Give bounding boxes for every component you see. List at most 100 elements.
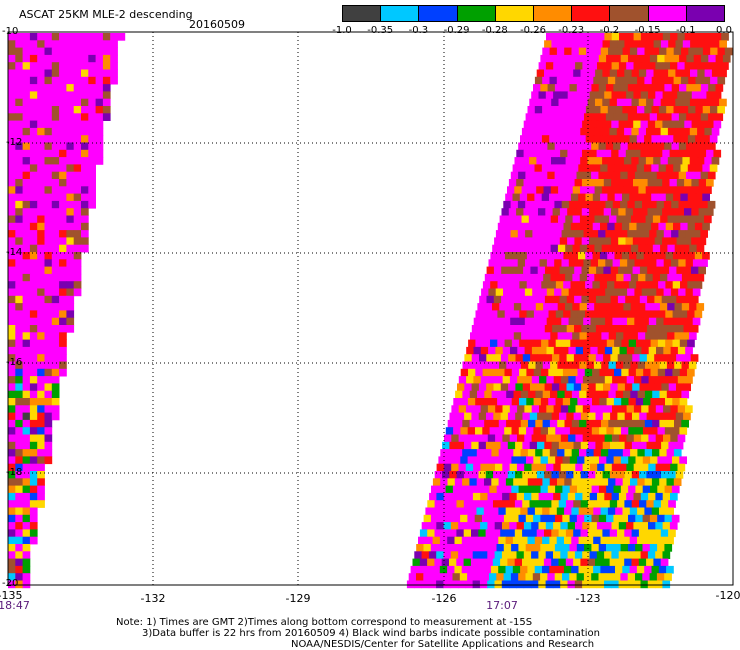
wind-cell xyxy=(51,69,60,78)
colorbar-tick-label: -0.29 xyxy=(443,25,470,36)
wind-cell xyxy=(549,419,558,428)
wind-cell xyxy=(649,544,658,552)
wind-cell xyxy=(22,522,31,530)
wind-cell xyxy=(644,47,653,56)
wind-cell xyxy=(557,244,566,253)
wind-cell xyxy=(22,127,31,136)
wind-cell xyxy=(44,383,53,392)
wind-cell xyxy=(465,492,474,501)
wind-cell xyxy=(596,266,604,275)
wind-cell xyxy=(480,346,489,355)
wind-cell xyxy=(44,405,53,413)
wind-cell xyxy=(29,536,38,545)
wind-cell xyxy=(29,507,38,516)
wind-cell xyxy=(44,376,53,384)
wind-cell xyxy=(469,449,478,457)
wind-cell xyxy=(640,237,648,246)
wind-cell xyxy=(582,580,590,589)
wind-cell xyxy=(569,456,578,465)
wind-cell xyxy=(611,33,620,41)
wind-cell xyxy=(22,434,31,443)
wind-cell xyxy=(634,376,642,384)
wind-cell xyxy=(15,288,23,297)
wind-cell xyxy=(51,281,60,289)
wind-cell xyxy=(510,171,519,180)
wind-cell xyxy=(488,317,496,326)
wind-cell xyxy=(22,288,31,297)
wind-cell xyxy=(677,33,686,41)
wind-cell xyxy=(449,500,457,508)
wind-cell xyxy=(704,69,713,78)
wind-cell xyxy=(669,522,678,530)
wind-cell xyxy=(622,565,630,574)
wind-cell xyxy=(95,84,104,92)
wind-cell xyxy=(471,500,479,508)
wind-cell xyxy=(679,368,688,377)
wind-cell xyxy=(15,383,23,392)
wind-cell xyxy=(706,33,715,41)
wind-cell xyxy=(675,441,684,450)
wind-cell xyxy=(472,580,481,589)
wind-cell xyxy=(525,485,534,494)
wind-cell xyxy=(8,368,16,377)
wind-cell xyxy=(452,485,461,494)
wind-cell xyxy=(664,573,672,581)
wind-cell xyxy=(547,485,556,494)
wind-cell xyxy=(636,222,645,231)
wind-cell xyxy=(722,54,731,63)
wind-cell xyxy=(522,441,531,450)
wind-cell xyxy=(88,69,96,78)
wind-cell xyxy=(559,354,567,362)
wind-cell xyxy=(491,449,500,457)
wind-cell xyxy=(627,142,636,151)
wind-cell xyxy=(66,237,75,246)
wind-cell xyxy=(625,295,633,304)
wind-cell xyxy=(633,580,641,589)
wind-cell xyxy=(37,252,45,260)
wind-cell xyxy=(59,106,67,114)
wind-cell xyxy=(29,500,38,508)
wind-cell xyxy=(110,54,118,63)
wind-cell xyxy=(543,98,552,107)
wind-cell xyxy=(495,434,503,443)
wind-cell xyxy=(44,164,53,173)
wind-cell xyxy=(508,266,517,275)
wind-cell xyxy=(621,222,630,231)
wind-cell xyxy=(515,295,524,304)
wind-cell xyxy=(8,91,16,100)
wind-cell xyxy=(622,106,631,114)
wind-cell xyxy=(15,412,23,421)
wind-cell xyxy=(710,106,718,114)
wind-cell xyxy=(597,405,606,413)
wind-cell xyxy=(59,135,67,143)
wind-cell xyxy=(628,427,636,435)
wind-cell xyxy=(545,266,553,275)
wind-cell xyxy=(547,113,556,121)
wind-cell xyxy=(22,171,31,180)
wind-cell xyxy=(661,471,669,479)
wind-cell xyxy=(22,222,31,231)
wind-cell xyxy=(8,33,16,41)
wind-cell xyxy=(51,405,60,413)
wind-cell xyxy=(605,288,613,297)
wind-cell xyxy=(564,47,572,56)
wind-cell xyxy=(603,208,612,216)
wind-cell xyxy=(628,281,637,289)
product-title: ASCAT 25KM MLE-2 descending xyxy=(19,8,193,21)
wind-cell xyxy=(565,215,573,224)
wind-cell xyxy=(44,266,53,275)
wind-cell xyxy=(487,492,496,501)
wind-cell xyxy=(664,54,673,63)
wind-cell xyxy=(662,492,671,501)
wind-cell xyxy=(524,463,532,472)
wind-cell xyxy=(502,376,511,384)
wind-cell xyxy=(15,33,23,41)
wind-cell xyxy=(620,113,629,121)
wind-cell xyxy=(566,266,575,275)
wind-cell xyxy=(73,120,82,129)
wind-cell xyxy=(570,193,579,202)
wind-cell xyxy=(660,273,668,282)
wind-cell xyxy=(600,76,609,85)
wind-cell xyxy=(73,40,82,48)
wind-cell xyxy=(8,449,16,457)
